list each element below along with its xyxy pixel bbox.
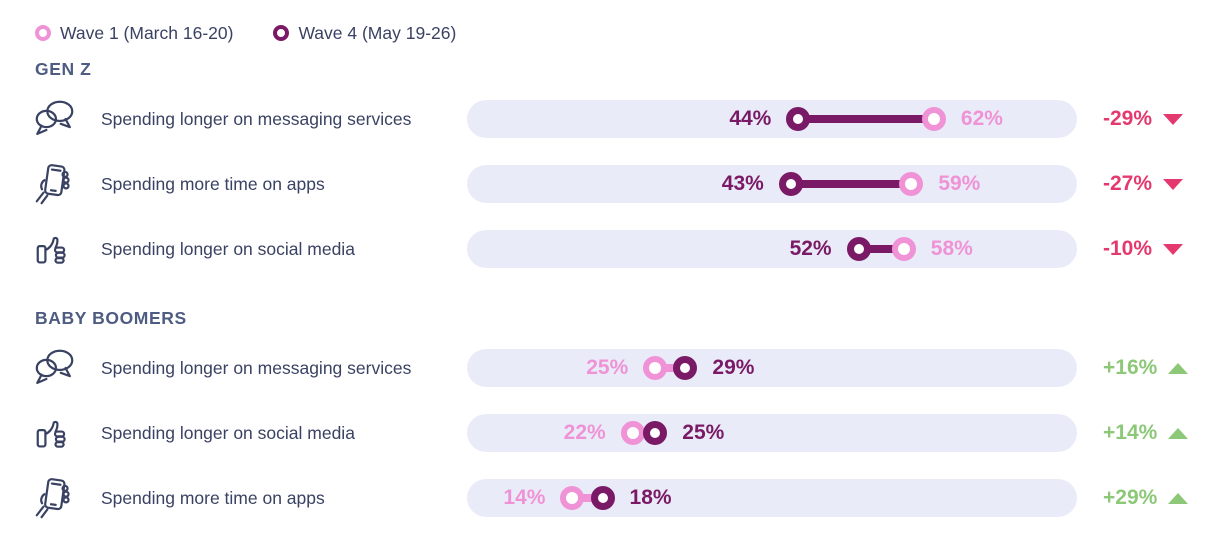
wave1-point-icon <box>891 237 916 261</box>
phone-in-hand-icon <box>31 160 79 208</box>
row-label: Spending more time on apps <box>101 487 325 508</box>
row-label: Spending longer on messaging services <box>101 108 412 129</box>
value-label-low: 52% <box>789 237 832 260</box>
wave4-point-icon <box>673 356 698 380</box>
wave1-point-icon <box>620 421 645 445</box>
value-label-low: 44% <box>729 107 772 130</box>
wave4-point-icon <box>786 107 811 131</box>
change-text: -10% <box>1103 237 1153 260</box>
value-label-low: 22% <box>563 421 606 444</box>
value-label-high: 29% <box>712 356 755 379</box>
dumbbell-track: 22% 25% <box>467 414 1077 452</box>
dumbbell-connector <box>790 180 912 188</box>
row-label: Spending longer on social media <box>101 238 355 259</box>
chart-row: Spending longer on social media 52% 58% -10… <box>0 223 1222 275</box>
dumbbell-track: 14% 18% <box>467 479 1077 517</box>
dumbbell-track: 25% 29% <box>467 349 1077 387</box>
triangle-down-icon <box>1163 113 1184 125</box>
dumbbell-connector <box>858 245 904 253</box>
change-text: -27% <box>1103 172 1153 195</box>
dumbbell-track: 43% 59% <box>467 165 1077 203</box>
value-label-high: 62% <box>960 107 1003 130</box>
dumbbell-track: 44% 62% <box>467 100 1077 138</box>
thumbs-up-icon <box>31 409 79 457</box>
triangle-down-icon <box>1163 243 1184 255</box>
value-label-high: 58% <box>930 237 973 260</box>
chat-bubbles-icon <box>31 95 79 143</box>
wave4-point-icon <box>643 421 668 445</box>
chart-row: Spending longer on social media 22% 25% +14… <box>0 407 1222 459</box>
wave4-point-icon <box>590 486 615 510</box>
triangle-down-icon <box>1163 178 1184 190</box>
change-text: +16% <box>1103 356 1158 379</box>
dumbbell-connector <box>572 494 603 502</box>
wave4-ring-icon <box>273 25 290 41</box>
wave1-point-icon <box>899 172 924 196</box>
change-text: +14% <box>1103 421 1158 444</box>
change-value: -29% <box>1103 107 1184 131</box>
change-text: +29% <box>1103 486 1158 509</box>
chart-row: Spending longer on messaging services 44%… <box>0 93 1222 145</box>
thumbs-up-icon <box>31 225 79 273</box>
row-label: Spending longer on social media <box>101 422 355 443</box>
change-value: -10% <box>1103 237 1184 261</box>
triangle-up-icon <box>1168 362 1189 374</box>
wave1-point-icon <box>921 107 946 131</box>
legend-label-wave1: Wave 1 (March 16-20) <box>60 22 234 43</box>
dumbbell-chart: GEN Z Spending longer on messaging servic… <box>0 59 1222 524</box>
legend-item-wave1: Wave 1 (March 16-20) <box>35 23 233 44</box>
dumbbell-connector <box>655 364 686 372</box>
value-label-low: 25% <box>586 356 629 379</box>
legend-label-wave4: Wave 4 (May 19-26) <box>298 22 457 43</box>
chart-row: Spending more time on apps 43% 59% -27% <box>0 158 1222 210</box>
value-label-high: 25% <box>682 421 725 444</box>
value-label-high: 18% <box>629 486 672 509</box>
wave4-point-icon <box>778 172 803 196</box>
change-text: -29% <box>1103 107 1153 130</box>
triangle-up-icon <box>1168 427 1189 439</box>
wave4-point-icon <box>846 237 871 261</box>
value-label-high: 59% <box>938 172 981 195</box>
change-value: +14% <box>1103 421 1189 445</box>
phone-in-hand-icon <box>31 474 79 522</box>
triangle-up-icon <box>1168 492 1189 504</box>
section-title: BABY BOOMERS <box>35 308 187 328</box>
chart-row: Spending longer on messaging services 25%… <box>0 342 1222 394</box>
dumbbell-track: 52% 58% <box>467 230 1077 268</box>
change-value: +16% <box>1103 356 1189 380</box>
value-label-low: 43% <box>721 172 764 195</box>
row-label: Spending longer on messaging services <box>101 357 412 378</box>
wave1-point-icon <box>560 486 585 510</box>
row-label: Spending more time on apps <box>101 173 325 194</box>
change-value: -27% <box>1103 172 1184 196</box>
section-title: GEN Z <box>35 59 92 79</box>
value-label-low: 14% <box>503 486 546 509</box>
change-value: +29% <box>1103 486 1189 510</box>
legend: Wave 1 (March 16-20) Wave 4 (May 19-26) <box>35 22 1222 44</box>
legend-item-wave4: Wave 4 (May 19-26) <box>273 23 456 44</box>
wave1-ring-icon <box>35 25 51 41</box>
dumbbell-connector <box>798 115 934 123</box>
wave1-point-icon <box>643 356 668 380</box>
chart-row: Spending more time on apps 14% 18% +29% <box>0 472 1222 524</box>
chat-bubbles-icon <box>31 344 79 392</box>
